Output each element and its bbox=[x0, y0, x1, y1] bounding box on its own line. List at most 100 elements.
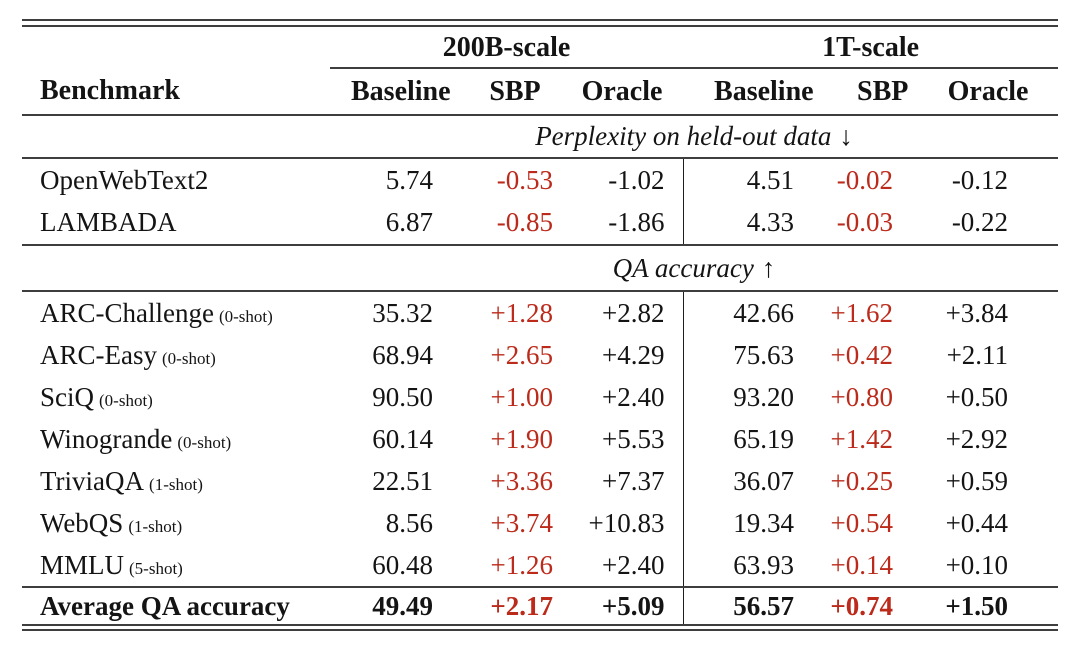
num-cell: 6.87 bbox=[330, 201, 443, 246]
num-cell: +2.11 bbox=[946, 339, 1009, 370]
num-cell: 22.51 bbox=[372, 465, 433, 496]
num-cell: +2.40 bbox=[558, 544, 684, 588]
num-cell-sbp: +0.54 bbox=[830, 507, 894, 538]
group-header-1t: 1T-scale bbox=[683, 29, 1059, 69]
section-title: Perplexity on held-out data ↓ bbox=[330, 115, 1059, 159]
benchmark-label: TriviaQA bbox=[40, 465, 145, 496]
benchmark-name: ARC-Easy (0-shot) bbox=[22, 334, 330, 376]
num-cell: -1.86 bbox=[558, 201, 684, 246]
table-row-average: Average QA accuracy 49.49 +2.17 +5.09 56… bbox=[22, 587, 1059, 626]
shot-suffix: (1-shot) bbox=[128, 516, 183, 536]
col-header-baseline-200b: Baseline bbox=[330, 68, 451, 116]
num-cell: +2.82 bbox=[602, 297, 665, 328]
section-label: QA accuracy bbox=[612, 252, 754, 283]
num-cell: 4.33 bbox=[682, 201, 801, 246]
num-cell: -0.12 bbox=[951, 164, 1009, 195]
num-cell: 60.14 bbox=[372, 423, 433, 454]
num-cell: +5.09 bbox=[558, 587, 684, 626]
num-cell-sbp: +0.80 bbox=[830, 381, 894, 412]
benchmark-label: MMLU bbox=[40, 549, 125, 580]
num-cell-sbp: +0.42 bbox=[830, 339, 894, 370]
column-header-row: Benchmark Baseline SBP Oracle Baseline S… bbox=[22, 68, 1059, 116]
table-row-openwebtext2: OpenWebText2 5.74 -0.53 -1.02 4.51 -0.02… bbox=[22, 158, 1058, 201]
table-row-webqs: WebQS (1-shot) 8.56 +3.74 +10.83 19.34 +0… bbox=[22, 502, 1058, 544]
num-cell-sbp: -0.02 bbox=[836, 164, 894, 195]
benchmark-name: Winogrande (0-shot) bbox=[22, 418, 330, 460]
section-label: Perplexity on held-out data bbox=[535, 121, 832, 151]
num-cell-sbp: +2.17 bbox=[443, 587, 558, 626]
num-cell: +4.29 bbox=[602, 339, 665, 370]
shot-suffix: (1-shot) bbox=[149, 474, 203, 494]
num-cell: 35.32 bbox=[372, 297, 433, 328]
section-title: QA accuracy ↑ bbox=[330, 245, 1059, 292]
num-cell: 36.07 bbox=[682, 460, 801, 502]
num-cell: +10.83 bbox=[588, 507, 665, 538]
num-cell: -0.22 bbox=[903, 201, 1059, 246]
benchmark-label: ARC-Challenge bbox=[40, 297, 214, 328]
num-cell-sbp: +1.90 bbox=[490, 423, 553, 454]
col-header-sbp-1t: SBP bbox=[800, 68, 908, 116]
shot-suffix: (5-shot) bbox=[129, 558, 183, 578]
empty-cell bbox=[22, 115, 330, 159]
num-cell-sbp: +3.74 bbox=[490, 507, 553, 538]
col-header-oracle-200b: Oracle bbox=[558, 68, 684, 116]
section-header-perplexity: Perplexity on held-out data ↓ bbox=[22, 115, 1059, 159]
num-cell: 60.48 bbox=[330, 544, 443, 588]
num-cell: +5.53 bbox=[602, 423, 665, 454]
down-arrow-icon: ↓ bbox=[839, 121, 853, 151]
results-table: 200B-scale 1T-scale Benchmark Baseline S… bbox=[22, 29, 1059, 626]
col-header-oracle-1t: Oracle bbox=[903, 68, 1059, 116]
num-cell-sbp: +1.62 bbox=[830, 297, 894, 328]
num-cell-sbp: +1.00 bbox=[490, 381, 553, 412]
num-cell: 68.94 bbox=[372, 339, 433, 370]
num-cell: 65.19 bbox=[682, 418, 801, 460]
benchmark-label: Winogrande bbox=[40, 423, 173, 454]
empty-cell bbox=[22, 29, 330, 68]
num-cell: 75.63 bbox=[682, 334, 801, 376]
benchmark-name: ARC-Challenge (0-shot) bbox=[22, 291, 330, 334]
num-cell: 5.74 bbox=[385, 164, 433, 195]
num-cell-sbp: +1.42 bbox=[830, 423, 894, 454]
benchmark-name: OpenWebText2 bbox=[22, 158, 330, 201]
num-cell: +0.44 bbox=[945, 507, 1009, 538]
num-cell-sbp: -0.85 bbox=[443, 201, 558, 246]
num-cell: +2.92 bbox=[945, 423, 1009, 454]
num-cell-sbp: +0.25 bbox=[830, 465, 894, 496]
top-double-rule bbox=[22, 19, 1058, 27]
num-cell: +3.84 bbox=[945, 297, 1009, 328]
benchmark-name: LAMBADA bbox=[22, 201, 330, 246]
average-label: Average QA accuracy bbox=[22, 587, 330, 626]
num-cell: 93.20 bbox=[682, 376, 801, 418]
up-arrow-icon: ↑ bbox=[761, 252, 776, 283]
num-cell: +1.50 bbox=[903, 587, 1059, 626]
empty-cell bbox=[22, 245, 330, 292]
num-cell-sbp: -0.53 bbox=[496, 164, 553, 195]
benchmark-name: WebQS (1-shot) bbox=[22, 502, 330, 544]
num-cell: +0.10 bbox=[903, 544, 1059, 588]
group-header-row: 200B-scale 1T-scale bbox=[22, 29, 1059, 69]
num-cell: 19.34 bbox=[682, 502, 801, 544]
num-cell-sbp: +1.28 bbox=[490, 297, 553, 328]
num-cell: 90.50 bbox=[372, 381, 433, 412]
benchmark-label: ARC-Easy bbox=[40, 339, 157, 370]
num-cell: 4.51 bbox=[682, 158, 801, 201]
col-header-sbp-200b: SBP bbox=[443, 68, 558, 116]
num-cell-sbp: +3.36 bbox=[490, 465, 553, 496]
num-cell: +7.37 bbox=[602, 465, 665, 496]
num-cell: 8.56 bbox=[385, 507, 433, 538]
bottom-double-rule bbox=[22, 629, 1058, 631]
num-cell: -1.02 bbox=[608, 164, 665, 195]
table-row-sciq: SciQ (0-shot) 90.50 +1.00 +2.40 93.20 +0.… bbox=[22, 376, 1058, 418]
benchmark-column-header: Benchmark bbox=[22, 68, 330, 116]
benchmark-label: LAMBADA bbox=[40, 207, 177, 237]
group-header-200b: 200B-scale bbox=[330, 29, 684, 69]
table-row-arc-easy: ARC-Easy (0-shot) 68.94 +2.65 +4.29 75.63… bbox=[22, 334, 1058, 376]
table-row-triviaqa: TriviaQA (1-shot) 22.51 +3.36 +7.37 36.07… bbox=[22, 460, 1058, 502]
num-cell: +0.50 bbox=[945, 381, 1009, 412]
table-row-arc-challenge: ARC-Challenge (0-shot) 35.32 +1.28 +2.82 … bbox=[22, 291, 1058, 334]
num-cell-sbp: +0.14 bbox=[800, 544, 904, 588]
num-cell-sbp: +0.74 bbox=[800, 587, 904, 626]
num-cell: +2.40 bbox=[602, 381, 665, 412]
shot-suffix: (0-shot) bbox=[99, 390, 153, 410]
